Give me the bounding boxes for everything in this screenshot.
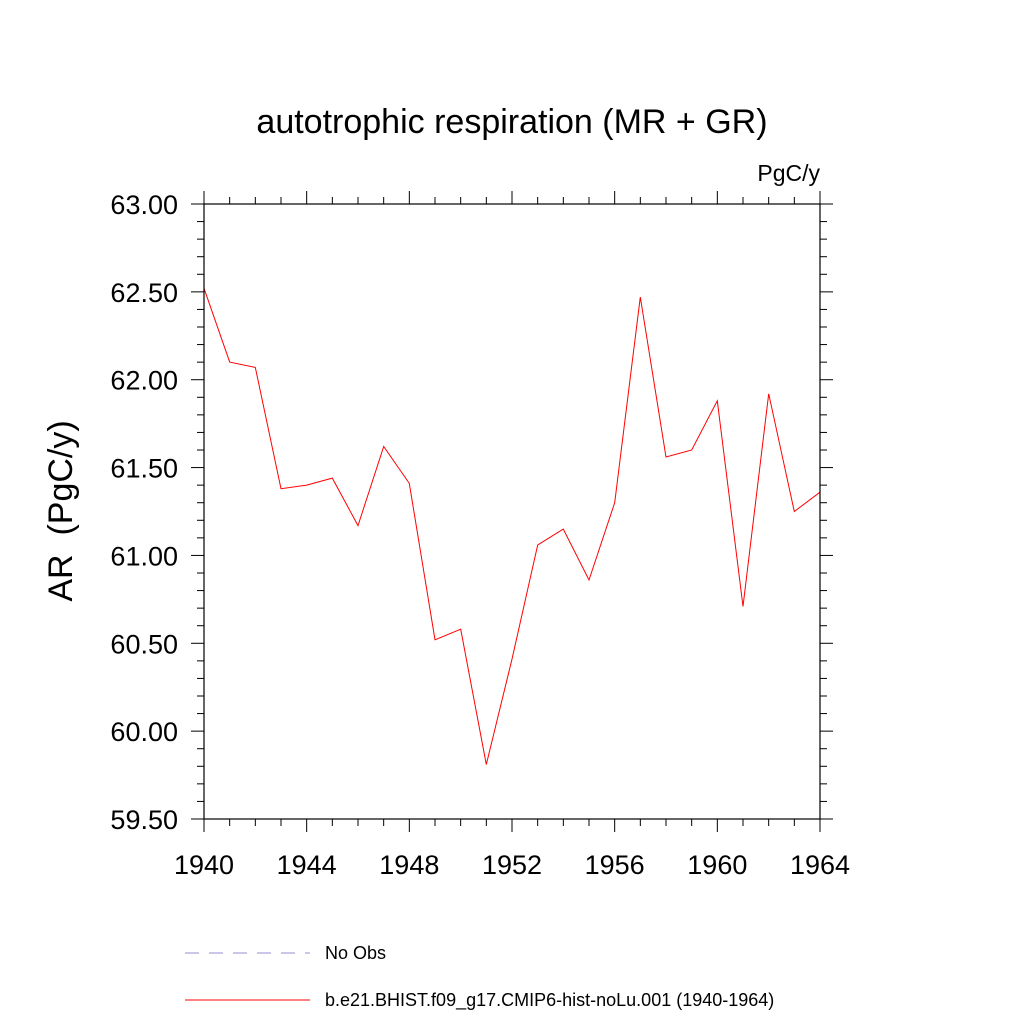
y-tick-label: 59.50: [110, 805, 178, 835]
x-tick-label: 1952: [482, 850, 542, 880]
x-tick-label: 1956: [585, 850, 645, 880]
axis-ticks: [191, 191, 833, 832]
legend-label-no-obs: No Obs: [325, 943, 386, 963]
chart-title: autotrophic respiration (MR + GR): [256, 103, 767, 141]
y-tick-label: 61.50: [110, 454, 178, 484]
series-line: [203, 288, 821, 765]
x-tick-label: 1948: [379, 850, 439, 880]
y-tick-label: 62.00: [110, 366, 178, 396]
x-tick-label: 1964: [790, 850, 850, 880]
x-tick-label: 1944: [277, 850, 337, 880]
x-tick-label: 1940: [174, 850, 234, 880]
y-tick-label: 60.50: [110, 629, 178, 659]
legend-label-model: b.e21.BHIST.f09_g17.CMIP6-hist-noLu.001 …: [325, 990, 774, 1011]
x-tick-label: 1960: [687, 850, 747, 880]
series-layer: [203, 288, 821, 765]
y-tick-label: 61.00: [110, 541, 178, 571]
axis-tick-labels: 1940 1944 1948 1952 1956 1960 1964 59.50 60.00 60…: [110, 190, 850, 880]
y-tick-label: 60.00: [110, 717, 178, 747]
y-axis-label: AR (PgC/y): [42, 420, 80, 601]
legend: No Obs b.e21.BHIST.f09_g17.CMIP6-hist-no…: [185, 943, 774, 1011]
y-tick-label: 63.00: [110, 190, 178, 220]
plot-frame: [203, 203, 821, 820]
units-label: PgC/y: [757, 160, 820, 186]
y-tick-label: 62.50: [110, 278, 178, 308]
